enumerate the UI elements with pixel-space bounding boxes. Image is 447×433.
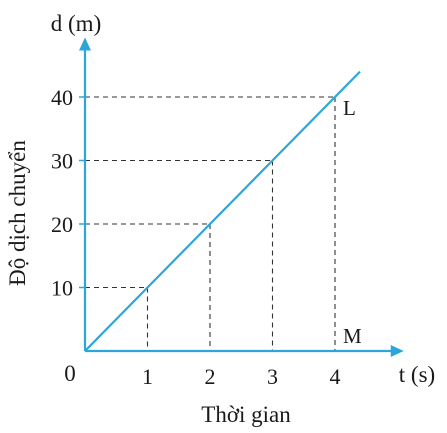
y-axis-arrow bbox=[79, 37, 91, 51]
y-axis-title: Độ dịch chuyển bbox=[5, 140, 30, 286]
series-line-1 bbox=[84, 70, 361, 352]
y-tick-label-20: 20 bbox=[51, 212, 73, 237]
guide-lines bbox=[85, 96, 336, 351]
x-axis-unit-label: t (s) bbox=[399, 362, 435, 387]
x-tick-label-1: 1 bbox=[142, 364, 153, 389]
x-tick-label-3: 3 bbox=[267, 364, 278, 389]
point-label-l: L bbox=[343, 96, 356, 120]
x-axis-arrow bbox=[390, 345, 404, 357]
x-axis-title: Thời gian bbox=[201, 402, 291, 427]
tick-labels: 1 2 3 4 10 20 30 40 L M bbox=[51, 85, 362, 389]
axes bbox=[79, 37, 404, 357]
point-label-m: M bbox=[343, 324, 362, 348]
y-tick-label-40: 40 bbox=[51, 85, 73, 110]
y-tick-label-10: 10 bbox=[51, 276, 73, 301]
x-tick-label-4: 4 bbox=[330, 364, 341, 389]
origin-label: 0 bbox=[64, 361, 76, 386]
x-tick-label-2: 2 bbox=[205, 364, 216, 389]
y-tick-label-30: 30 bbox=[51, 149, 73, 174]
series-layer bbox=[84, 70, 361, 352]
y-axis-unit-label: d (m) bbox=[51, 11, 101, 36]
